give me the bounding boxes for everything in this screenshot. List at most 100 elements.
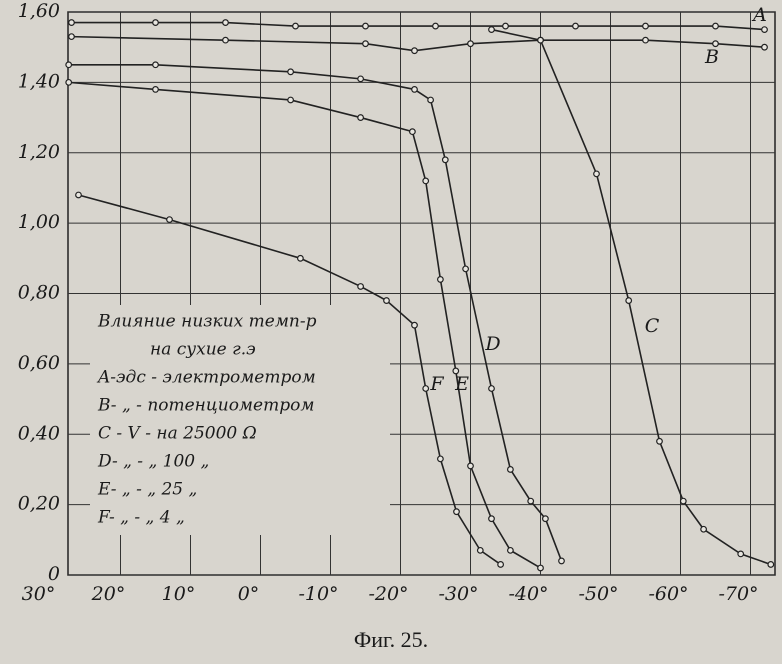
data-point — [642, 22, 649, 30]
data-point — [712, 40, 719, 48]
data-point — [679, 497, 687, 505]
data-point — [488, 385, 495, 392]
data-point — [68, 33, 75, 41]
x-tick-label: -50° — [578, 583, 618, 605]
annotation-line: E- „ - „ 25 „ — [97, 480, 197, 500]
data-point — [488, 26, 495, 33]
series-label: A — [751, 4, 767, 26]
annotation-line: B- „ - потенциометром — [97, 396, 314, 416]
data-point — [542, 515, 549, 523]
data-point — [712, 22, 719, 30]
annotation-line: F- „ - „ 4 „ — [97, 508, 185, 528]
data-point — [537, 564, 544, 572]
data-point — [462, 265, 470, 273]
data-point — [411, 321, 418, 329]
data-point — [222, 19, 229, 26]
data-point — [427, 96, 435, 104]
x-tick-label: -60° — [648, 583, 688, 605]
data-point — [437, 276, 444, 283]
y-tick-label: 0,40 — [18, 422, 60, 444]
data-point — [467, 40, 474, 48]
series-line — [71, 35, 765, 52]
y-tick-label: 0 — [48, 563, 60, 585]
data-point — [761, 43, 768, 51]
annotation-line: C - V - на 25000 Ω — [98, 424, 257, 444]
data-point — [68, 19, 75, 26]
y-tick-label: 1,00 — [18, 211, 60, 233]
data-point — [362, 40, 369, 48]
data-point — [700, 525, 707, 533]
data-point — [476, 546, 484, 554]
data-point — [437, 455, 444, 463]
annotation-line: D- „ - „ 100 „ — [97, 452, 209, 472]
y-tick-label: 0,20 — [18, 493, 60, 515]
annotation-line: Влияние низких темп-р — [97, 312, 317, 332]
data-point — [422, 385, 430, 392]
data-point — [152, 19, 159, 26]
y-tick-label: 1,20 — [18, 141, 60, 163]
data-point — [452, 367, 460, 375]
data-point — [507, 466, 514, 473]
data-point — [502, 22, 509, 30]
data-point — [357, 283, 365, 290]
caption: Фиг. 25. — [354, 627, 428, 652]
data-point — [527, 497, 535, 505]
data-point — [537, 36, 544, 44]
y-tick-label: 1,60 — [18, 0, 60, 22]
data-point — [507, 546, 514, 554]
data-point — [441, 156, 449, 164]
data-point — [65, 78, 73, 86]
data-point — [152, 61, 159, 69]
data-point — [432, 22, 439, 30]
data-point — [656, 437, 663, 445]
x-tick-label: -40° — [508, 583, 548, 605]
data-point — [166, 216, 173, 224]
data-point — [453, 508, 460, 516]
series-line — [71, 21, 765, 31]
series-label: F — [429, 373, 444, 395]
data-point — [422, 177, 430, 185]
data-point — [572, 22, 579, 30]
series-label: D — [484, 333, 500, 355]
data-point — [558, 557, 565, 565]
data-point — [625, 297, 633, 304]
x-tick-label: -10° — [298, 583, 338, 605]
y-tick-label: 0,60 — [18, 352, 60, 374]
x-tick-label: 20° — [91, 583, 126, 605]
data-point — [75, 191, 82, 199]
data-point — [467, 462, 474, 470]
x-tick-label: -30° — [438, 583, 478, 605]
data-point — [292, 22, 299, 30]
series-label: B — [704, 46, 719, 68]
x-tick-label: -20° — [368, 583, 408, 605]
series-label: E — [454, 373, 469, 395]
data-point — [593, 170, 600, 178]
annotation-box — [90, 305, 390, 535]
x-tick-label: 0° — [238, 583, 260, 605]
series-line — [491, 28, 772, 566]
x-tick-label: -70° — [718, 583, 758, 605]
data-point — [411, 47, 418, 55]
data-point — [357, 114, 365, 121]
series-label: C — [645, 315, 660, 337]
y-tick-label: 0,80 — [18, 282, 60, 304]
data-point — [287, 96, 295, 104]
data-point — [497, 561, 505, 568]
data-point — [642, 36, 649, 44]
y-tick-label: 1,40 — [18, 70, 60, 92]
data-point — [65, 61, 73, 69]
data-point — [737, 550, 745, 558]
data-point — [767, 561, 775, 568]
annotation-line: A-эдс - электрометром — [96, 368, 316, 388]
x-tick-label: 30° — [22, 583, 56, 605]
data-point — [761, 26, 768, 33]
data-point — [411, 86, 418, 93]
data-point — [357, 75, 365, 83]
data-point — [152, 86, 159, 93]
data-point — [383, 297, 390, 304]
data-point — [409, 128, 416, 136]
data-point — [297, 254, 304, 262]
data-point — [362, 22, 369, 30]
data-point — [287, 68, 295, 76]
